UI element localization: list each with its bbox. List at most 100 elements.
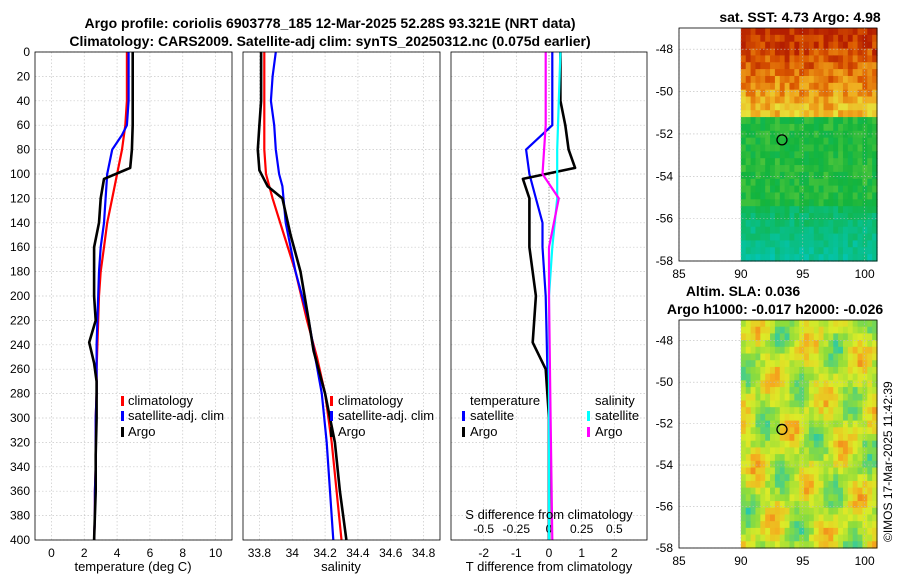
y-tick-label: 80 (17, 143, 31, 157)
series-line (521, 52, 577, 540)
legend-title-salinity: salinity (595, 393, 635, 408)
map-y-tick-label: -54 (656, 169, 674, 183)
x-tick-label-secondary: -0.5 (473, 522, 494, 536)
y-tick-label: 260 (10, 362, 30, 376)
y-tick-label: 60 (17, 118, 31, 132)
x-tick-label: -1 (511, 546, 522, 560)
x-tick-label-secondary: 0.5 (606, 522, 623, 536)
difference-xlabel2: S difference from climatology (465, 507, 633, 522)
difference-legend: temperature salinity satellite Argo sate… (462, 393, 639, 439)
x-tick-label: 34.8 (412, 546, 436, 560)
legend-label-satellite: satellite-adj. clim (338, 408, 434, 423)
map-frame (678, 27, 878, 262)
argo-location-marker (776, 423, 788, 436)
sla-map-subtitle: Argo h1000: -0.017 h2000: -0.026 (667, 301, 884, 317)
temperature-legend: climatology satellite-adj. clim Argo (121, 393, 224, 439)
plot-frame (242, 51, 441, 541)
legend-label-argo: Argo (338, 424, 365, 439)
map-y-tick-label: -48 (656, 334, 674, 348)
plot-frame (34, 51, 233, 541)
x-tick-label: 10 (209, 546, 223, 560)
salinity-xlabel: salinity (321, 559, 361, 574)
legend-title-temperature: temperature (470, 393, 540, 408)
map-y-tick-label: -52 (656, 127, 674, 141)
argo-location-marker (776, 134, 788, 146)
x-tick-label: 2 (611, 546, 618, 560)
map-frame (678, 319, 878, 549)
x-tick-label: 6 (147, 546, 154, 560)
map-y-tick-label: -50 (656, 85, 674, 99)
series-line (269, 51, 335, 541)
title-line-2: Climatology: CARS2009. Satellite-adj cli… (69, 33, 590, 49)
sst-map-title: sat. SST: 4.73 Argo: 4.98 (719, 9, 881, 25)
y-tick-label: 200 (10, 289, 30, 303)
y-tick-label: 360 (10, 484, 30, 498)
y-tick-label: 320 (10, 435, 30, 449)
salinity-legend: climatology satellite-adj. clim Argo (330, 393, 434, 439)
y-tick-label: 400 (10, 533, 30, 547)
x-tick-label: 34 (286, 546, 300, 560)
sst-map: 85 90 95 100 -48 -50 -52 -54 -56 -58 (656, 27, 878, 281)
map-x-tick-label: 85 (672, 267, 686, 281)
x-tick-label: 34.6 (379, 546, 403, 560)
x-tick-label: -2 (478, 546, 489, 560)
legend-label-salinity-argo: Argo (595, 424, 622, 439)
x-tick-label: 0 (48, 546, 55, 560)
map-y-tick-label: -56 (656, 212, 674, 226)
map-y-tick-label: -54 (656, 458, 674, 472)
legend-swatch-climatology (121, 396, 124, 406)
x-tick-label-secondary: -0.25 (503, 522, 531, 536)
legend-label-temperature-argo: Argo (470, 424, 497, 439)
title-line-1: Argo profile: coriolis 6903778_185 12-Ma… (84, 15, 575, 31)
legend-swatch-climatology (330, 396, 333, 406)
map-y-tick-label: -48 (656, 42, 674, 56)
legend-label-climatology: climatology (338, 393, 404, 408)
x-tick-label: 34.2 (313, 546, 337, 560)
legend-swatch-argo (121, 427, 124, 437)
y-tick-label: 220 (10, 313, 30, 327)
y-tick-label: 120 (10, 191, 30, 205)
y-tick-label: 140 (10, 216, 30, 230)
legend-label-climatology: climatology (128, 393, 194, 408)
legend-label-salinity-satellite: satellite (595, 408, 639, 423)
x-tick-label: 0 (546, 546, 553, 560)
map-y-tick-label: -52 (656, 417, 674, 431)
credit-text: ©IMOS 17-Mar-2025 11:42:39 (881, 381, 895, 542)
legend-swatch-temperature-argo (462, 427, 465, 437)
x-tick-label: 4 (114, 546, 121, 560)
map-raster (740, 28, 878, 262)
y-tick-label: 20 (17, 69, 31, 83)
map-x-tick-label: 85 (672, 554, 686, 568)
map-x-tick-label: 90 (734, 554, 748, 568)
legend-swatch-satellite (121, 411, 124, 421)
y-tick-label: 40 (17, 94, 31, 108)
map-y-tick-label: -58 (656, 254, 674, 268)
map-x-tick-label: 95 (796, 267, 810, 281)
x-tick-label-secondary: 0.25 (570, 522, 594, 536)
y-tick-label: 100 (10, 167, 30, 181)
y-tick-label: 180 (10, 265, 30, 279)
legend-swatch-temperature-satellite (462, 411, 465, 421)
legend-label-satellite: satellite-adj. clim (128, 408, 224, 423)
legend-swatch-salinity-satellite (587, 411, 590, 421)
y-tick-label: 300 (10, 411, 30, 425)
series-line (87, 52, 134, 541)
y-tick-label: 380 (10, 509, 30, 523)
sla-map: 85 90 95 100 -48 -50 -52 -54 -56 -58 (656, 319, 878, 568)
legend-label-argo: Argo (128, 424, 155, 439)
y-tick-label: 340 (10, 460, 30, 474)
legend-swatch-argo (330, 427, 333, 437)
difference-panel: -2 -1 0 1 2-0.5 -0.25 0 0.25 0.5 (450, 51, 648, 560)
y-tick-label: 0 (23, 45, 30, 59)
x-tick-label: 2 (81, 546, 88, 560)
salinity-panel: 33.8 34 34.2 34.4 34.6 34.8 (242, 51, 441, 560)
plot-frame (450, 51, 648, 541)
temperature-xlabel: temperature (deg C) (74, 559, 191, 574)
y-tick-label: 280 (10, 387, 30, 401)
x-tick-label: 8 (179, 546, 186, 560)
series-line (541, 52, 560, 541)
legend-swatch-satellite (330, 411, 333, 421)
difference-xlabel: T difference from climatology (466, 559, 633, 574)
temperature-panel: 0 2 4 6 8 10020406080100120140160180200220240… (10, 45, 233, 560)
